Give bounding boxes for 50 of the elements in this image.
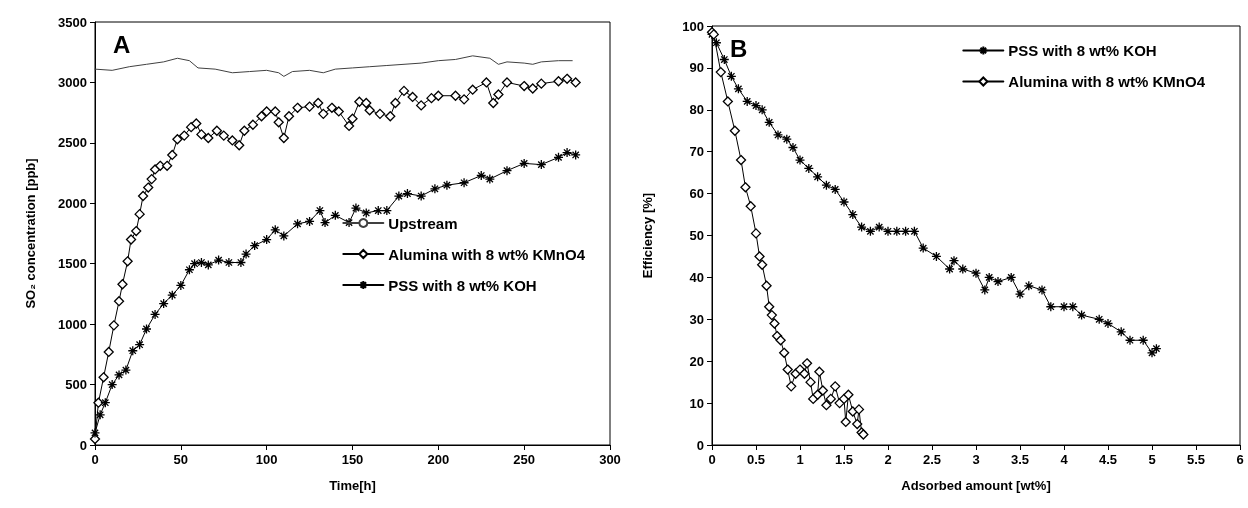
x-tick-label: 6 <box>1236 452 1244 467</box>
y-tick-label: 3000 <box>58 74 87 90</box>
y-tick-label: 500 <box>65 377 87 393</box>
x-tick-label: 300 <box>599 452 621 467</box>
x-tick-label: 4.5 <box>1098 452 1118 467</box>
legend-label: Upstream <box>388 214 458 232</box>
x-tick-label: 150 <box>341 452 364 467</box>
x-tick-label: 1.5 <box>834 452 854 467</box>
y-axis-title: SO₂ concentration [ppb] <box>23 158 38 309</box>
x-tick-label: 4 <box>1060 452 1069 467</box>
y-tick-label: 100 <box>682 18 704 34</box>
y-tick-label: 2500 <box>58 135 87 151</box>
y-tick-label: 50 <box>689 228 704 243</box>
x-axis-title: Time[h] <box>329 478 376 493</box>
x-tick-label: 100 <box>255 452 278 467</box>
y-tick-label: 40 <box>689 269 704 285</box>
y-tick-label: 30 <box>689 311 704 327</box>
y-tick-label: 10 <box>689 395 704 411</box>
y-tick-label: 90 <box>689 60 704 76</box>
x-tick-label: 1 <box>796 452 804 467</box>
y-tick-label: 60 <box>689 186 704 202</box>
x-tick-label: 200 <box>427 452 450 467</box>
y-tick-label: 0 <box>696 437 704 453</box>
y-tick-label: 2000 <box>58 195 87 211</box>
y-tick-label: 20 <box>689 353 704 369</box>
annotation: A <box>113 30 131 58</box>
x-tick-label: 5.5 <box>1186 452 1206 467</box>
legend-label: PSS with 8 wt% KOH <box>388 276 537 294</box>
x-tick-label: 50 <box>173 452 189 467</box>
y-tick-label: 80 <box>689 102 704 118</box>
legend-label: PSS with 8 wt% KOH <box>1008 42 1157 59</box>
y-tick-label: 1500 <box>58 256 87 272</box>
y-tick-label: 70 <box>689 144 704 160</box>
x-tick-label: 250 <box>513 452 536 467</box>
x-tick-label: 0.5 <box>746 452 766 467</box>
x-tick-label: 2.5 <box>922 452 942 467</box>
x-tick-label: 5 <box>1148 452 1156 467</box>
x-axis-title: Adsorbed amount [wt%] <box>901 478 1051 493</box>
x-tick-label: 0 <box>91 452 99 467</box>
x-tick-label: 3 <box>972 452 980 467</box>
y-tick-label: 3500 <box>58 14 87 30</box>
legend-label: Alumina with 8 wt% KMnO4 <box>1008 73 1206 90</box>
legend-label: Alumina with 8 wt% KMnO4 <box>388 245 586 263</box>
annotation: B <box>730 34 748 62</box>
y-axis-title: Efficiency [%] <box>640 192 655 279</box>
y-tick-label: 0 <box>79 437 87 453</box>
x-tick-label: 3.5 <box>1010 452 1030 467</box>
y-tick-label: 1000 <box>58 316 87 332</box>
x-tick-label: 2 <box>884 452 892 467</box>
x-tick-label: 0 <box>708 452 716 467</box>
